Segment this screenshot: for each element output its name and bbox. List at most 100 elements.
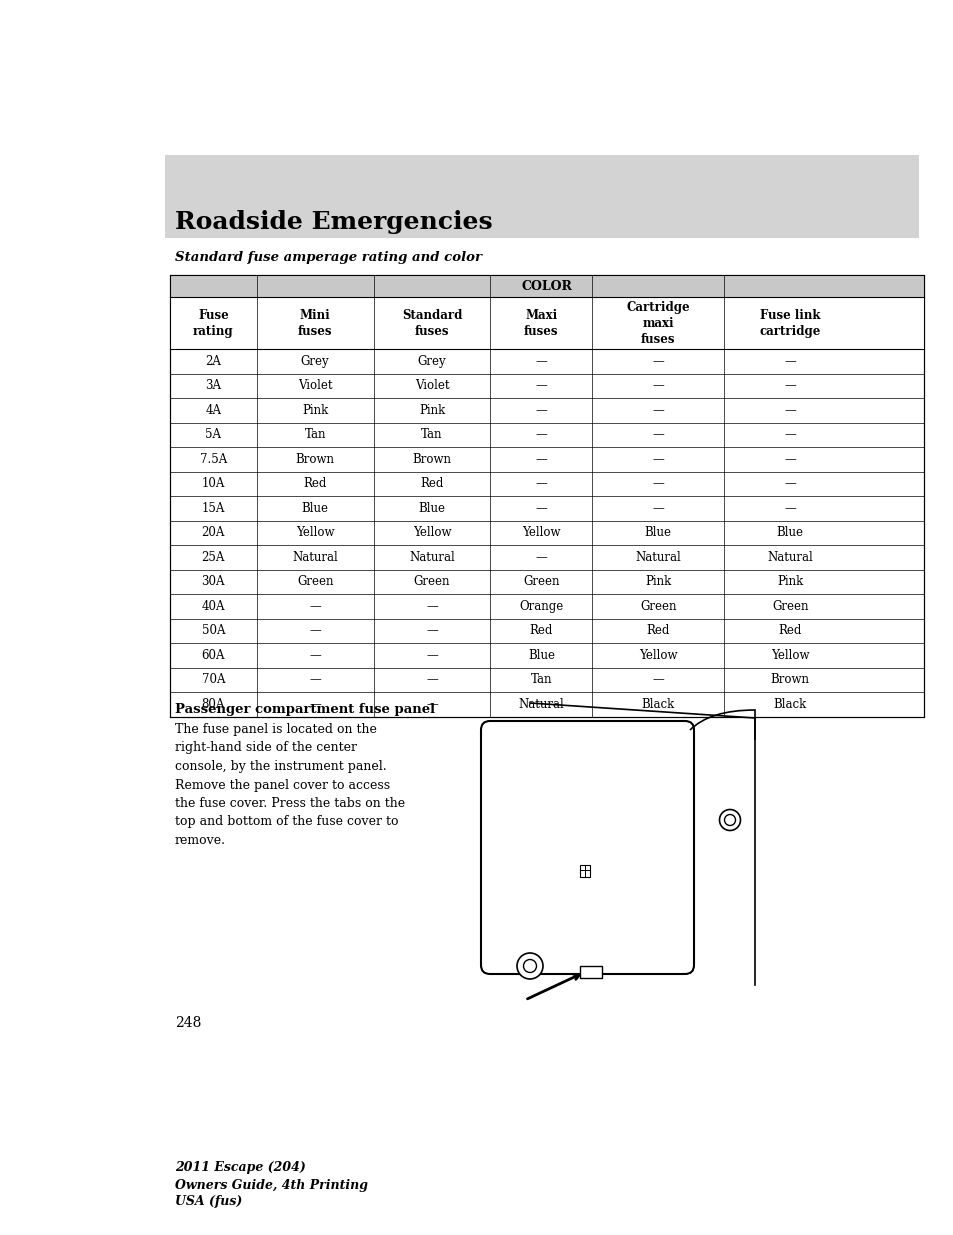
Text: Pink: Pink [777, 576, 802, 588]
Text: —: — [652, 673, 663, 687]
Text: Tan: Tan [304, 429, 326, 441]
Text: —: — [652, 379, 663, 393]
Text: Yellow: Yellow [295, 526, 335, 540]
Text: —: — [309, 698, 320, 711]
Bar [170, 296, 923, 350]
Text: Grey: Grey [417, 354, 446, 368]
Text: Owners Guide, 4th Printing: Owners Guide, 4th Printing [174, 1178, 368, 1192]
Text: Violet: Violet [297, 379, 332, 393]
Text: Green: Green [296, 576, 333, 588]
Text: Natural: Natural [517, 698, 563, 711]
Text: 80A: 80A [201, 698, 225, 711]
Text: Maxi
fuses: Maxi fuses [523, 309, 558, 337]
FancyBboxPatch shape [480, 721, 693, 974]
Text: 15A: 15A [201, 501, 225, 515]
Text: Green: Green [414, 576, 450, 588]
Text: Yellow: Yellow [413, 526, 451, 540]
Text: Brown: Brown [295, 453, 335, 466]
Text: 70A: 70A [201, 673, 225, 687]
Text: Red: Red [646, 624, 669, 637]
Text: 10A: 10A [201, 477, 225, 490]
Text: —: — [309, 648, 320, 662]
Text: Standard
fuses: Standard fuses [401, 309, 461, 337]
Text: Cartridge
maxi
fuses: Cartridge maxi fuses [626, 300, 689, 346]
Text: —: — [535, 354, 547, 368]
Circle shape [523, 960, 536, 972]
Text: Roadside Emergencies: Roadside Emergencies [174, 210, 492, 233]
Bar [579, 966, 601, 978]
Text: Brown: Brown [412, 453, 451, 466]
Text: The fuse panel is located on the
right-hand side of the center
console, by the i: The fuse panel is located on the right-h… [174, 722, 405, 847]
Bar [579, 864, 589, 877]
Text: —: — [783, 404, 795, 416]
Text: —: — [783, 453, 795, 466]
Text: Black: Black [641, 698, 674, 711]
Text: Red: Red [529, 624, 553, 637]
Text: —: — [783, 354, 795, 368]
Text: —: — [426, 600, 437, 613]
Text: Natural: Natural [635, 551, 680, 563]
Text: USA (fus): USA (fus) [174, 1195, 242, 1209]
Text: 30A: 30A [201, 576, 225, 588]
Text: —: — [783, 501, 795, 515]
Text: Blue: Blue [776, 526, 802, 540]
Text: Mini
fuses: Mini fuses [297, 309, 332, 337]
Text: Blue: Blue [301, 501, 328, 515]
Text: Green: Green [771, 600, 807, 613]
Text: —: — [535, 379, 547, 393]
Text: Tan: Tan [421, 429, 442, 441]
Text: 40A: 40A [201, 600, 225, 613]
Text: —: — [652, 404, 663, 416]
Text: Passenger compartment fuse panel: Passenger compartment fuse panel [174, 703, 435, 716]
Text: COLOR: COLOR [521, 279, 572, 293]
Text: 5A: 5A [205, 429, 221, 441]
Text: Orange: Orange [518, 600, 563, 613]
Text: Natural: Natural [292, 551, 337, 563]
Text: —: — [309, 624, 320, 637]
Text: —: — [535, 429, 547, 441]
Text: Green: Green [522, 576, 559, 588]
Circle shape [723, 815, 735, 825]
Text: Standard fuse amperage rating and color: Standard fuse amperage rating and color [174, 252, 481, 264]
Text: 50A: 50A [201, 624, 225, 637]
Text: —: — [426, 624, 437, 637]
Text: —: — [535, 404, 547, 416]
Bar [170, 275, 923, 296]
Text: Red: Red [778, 624, 801, 637]
Text: Violet: Violet [415, 379, 449, 393]
Text: Black: Black [773, 698, 806, 711]
Text: —: — [535, 477, 547, 490]
Text: Natural: Natural [409, 551, 455, 563]
Text: 2011 Escape (204): 2011 Escape (204) [174, 1161, 305, 1174]
Text: 4A: 4A [205, 404, 221, 416]
Bar [165, 156, 918, 238]
Text: —: — [652, 354, 663, 368]
Text: 20A: 20A [201, 526, 225, 540]
Text: —: — [652, 477, 663, 490]
Text: Red: Red [420, 477, 443, 490]
Text: —: — [783, 477, 795, 490]
Circle shape [517, 953, 542, 979]
Text: Blue: Blue [418, 501, 445, 515]
Text: —: — [535, 453, 547, 466]
Text: —: — [426, 698, 437, 711]
Text: —: — [783, 429, 795, 441]
Text: Blue: Blue [527, 648, 555, 662]
Text: —: — [652, 501, 663, 515]
Text: Fuse link
cartridge: Fuse link cartridge [759, 309, 820, 337]
Text: —: — [652, 453, 663, 466]
Text: —: — [309, 600, 320, 613]
Text: Green: Green [639, 600, 676, 613]
Text: 248: 248 [174, 1016, 201, 1030]
Text: Yellow: Yellow [521, 526, 560, 540]
Text: 2A: 2A [205, 354, 221, 368]
Text: Natural: Natural [766, 551, 812, 563]
Text: —: — [535, 501, 547, 515]
Text: Pink: Pink [302, 404, 328, 416]
Text: 60A: 60A [201, 648, 225, 662]
Text: —: — [426, 648, 437, 662]
Text: —: — [783, 379, 795, 393]
Text: Pink: Pink [644, 576, 671, 588]
Text: Fuse
rating: Fuse rating [193, 309, 233, 337]
Circle shape [719, 809, 740, 830]
